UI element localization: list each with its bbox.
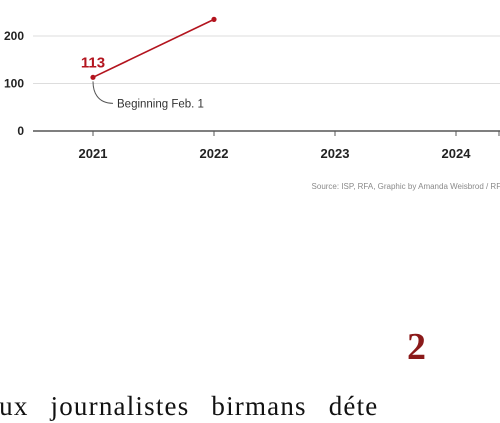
data-point-2022 [211,16,217,22]
series-lines [90,16,217,80]
y-tick-label-200: 200 [4,29,24,43]
x-tick-label-2021: 2021 [79,146,108,161]
annotation-text: Beginning Feb. 1 [117,98,204,110]
y-tick-label-0: 0 [17,124,24,138]
x-tick-label-2022: 2022 [200,146,229,161]
series-line-0 [92,18,215,79]
gridlines [33,35,500,84]
x-tick-labels: 2021 2022 2023 2024 [79,146,472,161]
page-number: 2 [407,326,426,368]
annotations: 113 Beginning Feb. 1 [81,54,204,110]
x-tick-label-2024: 2024 [442,146,472,161]
y-tick-labels: 0 100 200 [4,29,24,138]
y-tick-label-100: 100 [4,77,24,91]
chart-source-credit: Source: ISP, RFA, Graphic by Amanda Weis… [311,182,500,191]
data-point-2021 [90,74,96,80]
annotation-leader [92,81,114,104]
body-text-line: eux journalistes birmans déte [0,391,379,421]
line-chart: 0 100 200 2021 2022 2023 2024 113 Beginning Fe… [4,16,500,161]
x-tick-label-2023: 2023 [321,146,350,161]
data-label-113: 113 [81,54,105,71]
axes [33,130,500,136]
